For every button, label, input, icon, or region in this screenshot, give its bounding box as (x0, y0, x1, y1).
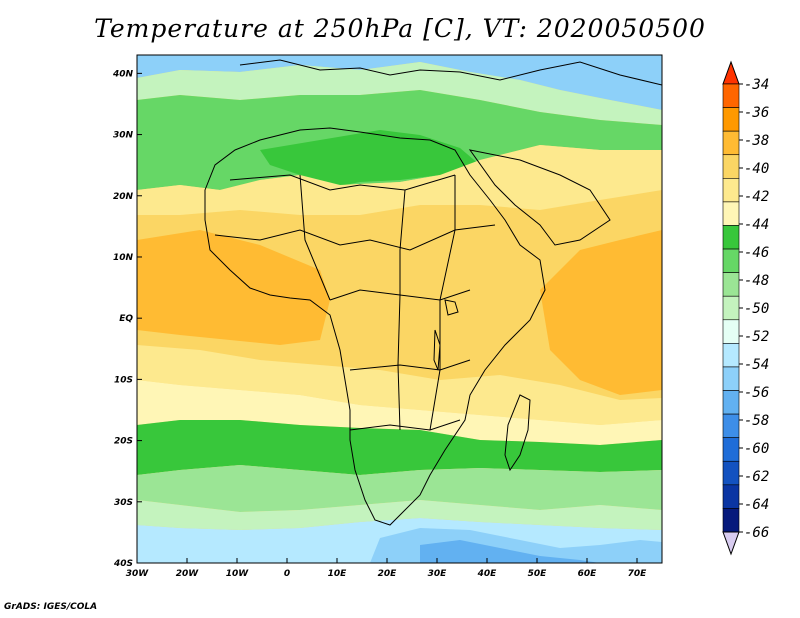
lat-tick-label: 20S (114, 437, 133, 447)
map-title: Temperature at 250hPa [C], VT: 202005050… (94, 14, 706, 43)
madagascar (504, 394, 531, 472)
colorbar-swatch (722, 130, 740, 156)
north-pale-yellow (137, 145, 662, 215)
lat-tick-label: 40S (113, 559, 133, 569)
colorbar-swatch (722, 366, 740, 391)
south-light-green (137, 465, 662, 512)
lat-tick-label: EQ (119, 314, 133, 324)
north-lightblue (137, 62, 662, 125)
lon-tick-label: 20W (176, 569, 200, 579)
lon-tick-label: 60E (578, 569, 598, 579)
south-deeper-blue (420, 540, 600, 563)
lon-tick-label: 30W (126, 569, 150, 579)
colorbar-over-arrow (722, 60, 740, 85)
lon-tick-label: 10E (328, 569, 348, 579)
border-south-central (349, 359, 471, 371)
colorbar-swatch (722, 390, 740, 415)
colorbar-swatch (722, 225, 740, 250)
colorbar-label: -58 (744, 413, 769, 429)
tropical-pale-strip (137, 345, 662, 425)
colorbar-swatch (722, 295, 740, 321)
colorbar-label: -46 (744, 245, 769, 261)
colorbar-swatch (722, 319, 740, 344)
colorbar-swatch (722, 154, 740, 179)
lon-tick-label: 70E (628, 569, 648, 579)
colorbar-under-arrow (722, 531, 740, 556)
border-sahara (229, 174, 456, 191)
lat-tick-label: 30N (113, 131, 134, 141)
border-vertical-2 (397, 189, 406, 431)
colorbar: -34 -36 -38 -40 -42 -44 -46 -48 -50 -52 -54 -56 -58 -… (722, 60, 769, 556)
border-vertical-1 (299, 174, 331, 301)
colorbar-label: -66 (744, 525, 769, 541)
lat-tick-label: 40N (112, 69, 134, 79)
colorbar-swatch (722, 83, 740, 108)
lon-tick-label: 50E (528, 569, 548, 579)
africa-coastline (204, 127, 546, 526)
colorbar-label: -44 (744, 217, 769, 233)
colorbar-label: -38 (744, 133, 769, 149)
lake-victoria (444, 299, 459, 316)
colorbar-swatch (722, 484, 740, 509)
lon-tick-label: 20E (378, 569, 398, 579)
north-blue-band (137, 55, 662, 110)
grads-credit: GrADS: IGES/COLA (4, 602, 98, 612)
colorbar-swatch (722, 248, 740, 273)
tropical-orange-west (137, 230, 330, 345)
colorbar-label: -52 (744, 329, 769, 345)
colorbar-label: -50 (744, 301, 769, 317)
lon-tick-label: 10W (226, 569, 250, 579)
colorbar-label: -60 (744, 441, 769, 457)
border-vertical-3 (429, 175, 456, 431)
colorbar-label: -36 (744, 105, 769, 121)
colorbar-swatch (722, 508, 740, 533)
colorbar-swatch (722, 107, 740, 132)
coastlines (204, 59, 662, 526)
colorbar-label: -64 (744, 497, 769, 513)
lon-tick-label: 30E (428, 569, 448, 579)
lat-tick-label: 20N (113, 192, 134, 202)
colorbar-label: -56 (744, 385, 769, 401)
north-darkgreen (260, 130, 480, 188)
colorbar-label: -40 (744, 161, 769, 177)
colorbar-label: -34 (744, 77, 769, 93)
lat-tick-label: 30S (114, 498, 133, 508)
south-green (137, 420, 662, 475)
border-sahel (214, 224, 496, 251)
axis-ticks: 30W 20W 10W 0 10E 20E 30E 40E 50E 60E 70E 40N 30N 20N… (112, 69, 647, 579)
map-frame (136, 54, 663, 564)
colorbar-swatch (722, 343, 740, 368)
colorbar-label: -42 (744, 189, 769, 205)
colorbar-swatch (722, 460, 740, 486)
colorbar-label: -62 (744, 469, 769, 485)
colorbar-swatch (722, 201, 740, 226)
mediterranean-europe (239, 59, 662, 86)
lake-tanganyika (433, 329, 441, 371)
colorbar-swatch (722, 437, 740, 462)
lat-tick-label: 10S (114, 375, 133, 385)
lon-tick-label: 40E (477, 569, 498, 579)
border-southern (349, 419, 461, 431)
colorbar-swatch (722, 413, 740, 438)
colorbar-label: -48 (744, 273, 769, 289)
colorbar-label: -54 (744, 357, 769, 373)
colorbar-swatch (722, 272, 740, 297)
lat-tick-label: 10N (113, 253, 134, 263)
tropical-orange-east (540, 230, 662, 395)
colorbar-swatch (722, 178, 740, 203)
lon-tick-label: 0 (284, 569, 290, 579)
arabia (468, 149, 611, 246)
